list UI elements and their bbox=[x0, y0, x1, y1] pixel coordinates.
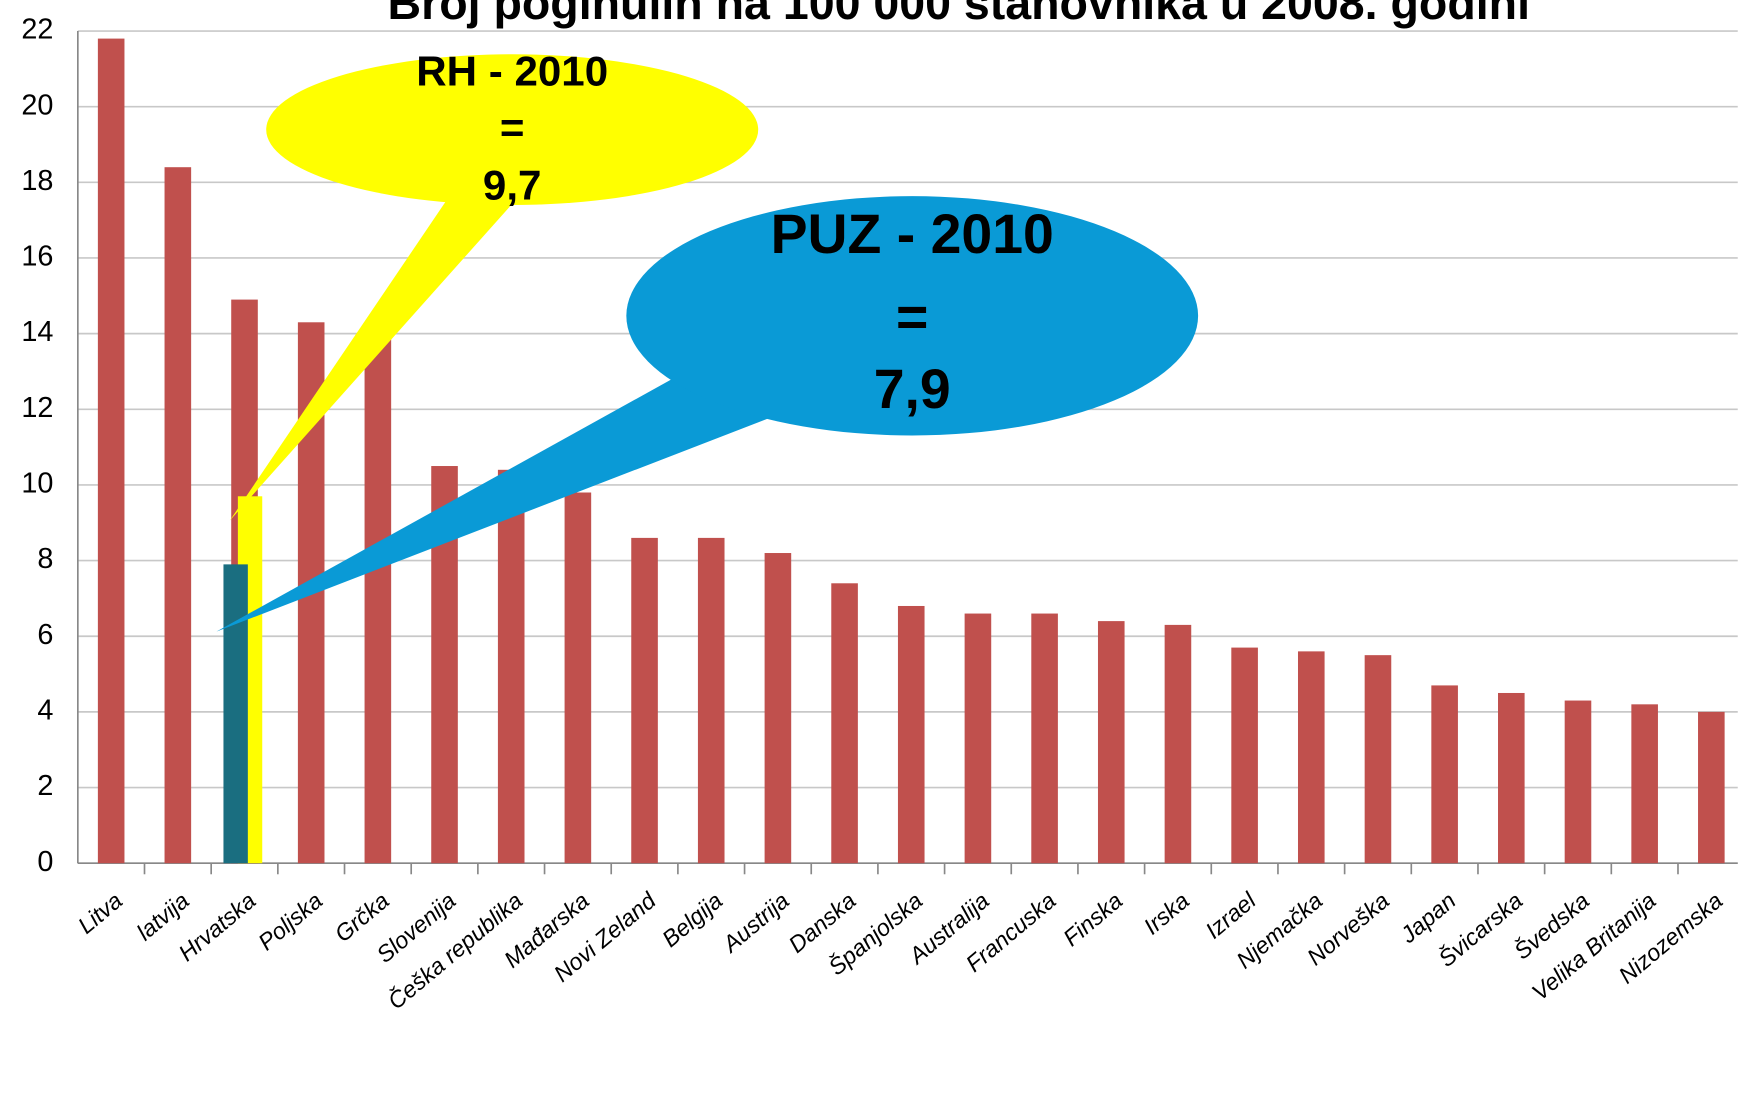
chart-title: Broj poginulih na 100 000 stanovnika u 2… bbox=[388, 0, 1531, 29]
bar bbox=[1297, 651, 1325, 864]
y-tick-label: 12 bbox=[21, 392, 53, 424]
bar bbox=[1164, 624, 1192, 864]
y-tick-label: 2 bbox=[37, 770, 53, 802]
bar bbox=[897, 605, 925, 864]
callout-tail bbox=[216, 376, 776, 632]
y-tick-label: 22 bbox=[21, 14, 53, 46]
x-tick-label: Finska bbox=[1058, 887, 1127, 951]
bar bbox=[1097, 621, 1125, 864]
y-tick-label: 0 bbox=[37, 846, 53, 878]
bar bbox=[497, 469, 525, 864]
y-tick-label: 14 bbox=[21, 316, 53, 348]
y-tick-label: 20 bbox=[21, 89, 53, 121]
x-tick-label: Austrija bbox=[716, 887, 794, 958]
callout-bubble bbox=[266, 54, 759, 205]
bar bbox=[631, 537, 658, 864]
bar bbox=[364, 333, 392, 864]
callouts: RH - 2010 = 9,7 PUZ - 2010 = 7,9 bbox=[216, 47, 1199, 632]
y-tick-label: 8 bbox=[37, 543, 53, 575]
annotation-bar bbox=[223, 564, 248, 864]
y-tick-label: 10 bbox=[21, 468, 53, 500]
bar bbox=[831, 583, 858, 864]
bar bbox=[764, 553, 792, 864]
x-tick-label: Poljska bbox=[253, 887, 327, 955]
callout-bubble bbox=[626, 196, 1199, 436]
bar bbox=[1564, 700, 1592, 864]
bars bbox=[97, 38, 1725, 864]
bar bbox=[1631, 704, 1658, 864]
bar bbox=[1364, 655, 1392, 864]
x-tick-label: Belgija bbox=[657, 887, 727, 952]
callout-label: PUZ - 2010 bbox=[771, 203, 1054, 265]
bar bbox=[1231, 647, 1258, 864]
y-tick-label: 6 bbox=[37, 619, 53, 651]
bar bbox=[97, 38, 125, 864]
callout-sign: = bbox=[896, 286, 928, 348]
bar bbox=[1431, 685, 1458, 864]
bar bbox=[1698, 711, 1725, 864]
callout-value: 9,7 bbox=[483, 161, 542, 208]
bar bbox=[697, 537, 725, 864]
callout-sign: = bbox=[500, 104, 525, 151]
bar bbox=[1498, 692, 1525, 864]
bar bbox=[564, 492, 592, 864]
bar bbox=[1031, 613, 1058, 864]
x-tick-label: Litva bbox=[73, 887, 127, 939]
x-tick-label: Irska bbox=[1139, 887, 1194, 939]
bar bbox=[164, 167, 192, 864]
bar bbox=[964, 613, 992, 864]
callout-value: 7,9 bbox=[874, 358, 951, 420]
y-tick-label: 4 bbox=[37, 695, 53, 727]
y-tick-label: 18 bbox=[21, 165, 53, 197]
callout-label: RH - 2010 bbox=[416, 47, 608, 94]
y-tick-label: 16 bbox=[21, 241, 53, 273]
callout-tail bbox=[229, 188, 522, 521]
